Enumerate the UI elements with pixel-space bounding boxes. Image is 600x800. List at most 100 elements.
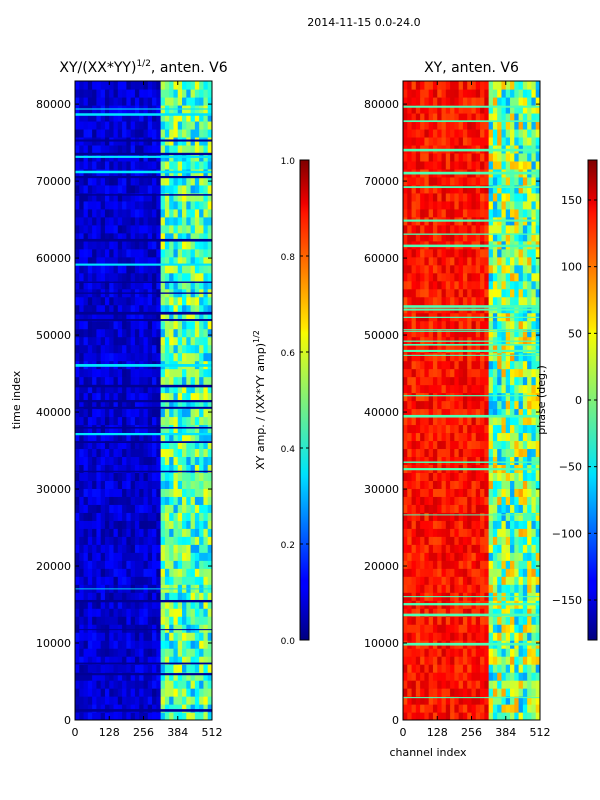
heatmap-cell (415, 360, 421, 370)
heatmap-cell (522, 632, 528, 641)
heatmap-cell (156, 424, 162, 434)
heatmap-cell (441, 368, 447, 378)
heatmap-cell (83, 240, 89, 250)
heatmap-cell (454, 496, 460, 505)
heatmap-cell (134, 424, 140, 434)
heatmap-cell (471, 152, 477, 162)
heatmap-cell (467, 544, 473, 553)
heatmap-cell (83, 680, 89, 689)
heatmap-cell (420, 488, 426, 497)
heatmap-cell (134, 336, 140, 346)
heatmap-cell (147, 672, 153, 681)
heatmap-cell (450, 400, 455, 410)
heatmap-cell (411, 560, 417, 569)
heatmap-cell (411, 568, 417, 577)
heatmap-cell (169, 264, 175, 274)
heatmap-cell (475, 248, 481, 258)
heatmap-cell (450, 344, 455, 354)
heatmap-cell (441, 232, 447, 242)
heatmap-cell (152, 400, 157, 410)
heatmap-cell (96, 272, 102, 282)
heatmap-cell (411, 320, 417, 330)
heatmap-cell (186, 272, 192, 282)
heatmap-cell (207, 608, 212, 617)
heatmap-cell (104, 472, 110, 481)
heatmap-cell (143, 81, 149, 90)
heatmap-cell (535, 408, 540, 418)
heatmap-cell (484, 176, 490, 186)
heatmap-cell (83, 200, 89, 210)
heatmap-streak (75, 441, 212, 443)
heatmap-cell (428, 416, 434, 426)
heatmap-cell (484, 320, 490, 330)
heatmap-cell (79, 672, 85, 681)
heatmap-cell (160, 496, 166, 505)
heatmap-cell (428, 328, 434, 338)
heatmap-cell (173, 432, 179, 442)
heatmap-cell (471, 408, 477, 418)
heatmap-cell (462, 184, 468, 194)
heatmap-cell (441, 584, 447, 593)
heatmap-cell (100, 576, 106, 585)
heatmap-cell (454, 152, 460, 162)
heatmap-cell (450, 656, 455, 665)
heatmap-cell (492, 280, 498, 290)
heatmap-cell (126, 568, 132, 577)
heatmap-cell (143, 176, 149, 186)
heatmap-cell (109, 352, 115, 362)
heatmap-cell (194, 192, 200, 202)
heatmap-streak (75, 588, 212, 590)
heatmap-cell (83, 448, 89, 458)
heatmap-cell (445, 368, 451, 378)
heatmap-cell (87, 608, 93, 617)
heatmap-cell (531, 328, 537, 338)
heatmap-cell (104, 144, 110, 154)
heatmap-cell (471, 232, 477, 242)
heatmap-cell (420, 288, 426, 298)
heatmap-cell (480, 424, 485, 434)
heatmap-cell (113, 600, 119, 609)
heatmap-cell (437, 352, 443, 362)
heatmap-cell (126, 544, 132, 553)
heatmap-cell (505, 576, 511, 585)
heatmap-cell (454, 456, 460, 465)
heatmap-cell (445, 528, 451, 537)
heatmap-cell (75, 232, 80, 242)
heatmap-cell (182, 472, 187, 481)
heatmap-cell (203, 240, 209, 250)
heatmap-cell (92, 240, 98, 250)
heatmap-cell (450, 528, 455, 537)
heatmap-cell (467, 408, 473, 418)
heatmap-cell (190, 112, 196, 122)
heatmap-cell (199, 304, 205, 314)
heatmap-cell (190, 328, 196, 338)
heatmap-cell (109, 368, 115, 378)
heatmap-cell (122, 256, 127, 266)
heatmap-cell (415, 544, 421, 553)
heatmap-cell (177, 480, 183, 489)
heatmap-cell (96, 656, 102, 665)
heatmap-cell (441, 352, 447, 362)
heatmap-cell (152, 240, 157, 250)
heatmap-cell (139, 552, 145, 561)
heatmap-cell (488, 288, 494, 298)
heatmap-cell (535, 368, 540, 378)
heatmap-cell (522, 624, 528, 633)
heatmap-cell (462, 368, 468, 378)
heatmap-cell (432, 136, 438, 146)
heatmap-cell (535, 208, 540, 218)
heatmap-cell (104, 216, 110, 226)
heatmap-cell (518, 440, 524, 450)
heatmap-cell (79, 120, 85, 130)
heatmap-cell (207, 81, 212, 90)
heatmap-cell (501, 352, 507, 362)
heatmap-cell (207, 688, 212, 697)
heatmap-cell (92, 192, 98, 202)
heatmap-cell (113, 336, 119, 346)
heatmap-cell (96, 504, 102, 513)
heatmap-cell (207, 256, 212, 266)
heatmap-cell (92, 592, 98, 601)
left-panel: XY/(XX*YY)1/2, anten. V6 0 128 256 384 512 0… (10, 59, 228, 739)
heatmap-cell (428, 344, 434, 354)
heatmap-cell (113, 96, 119, 106)
